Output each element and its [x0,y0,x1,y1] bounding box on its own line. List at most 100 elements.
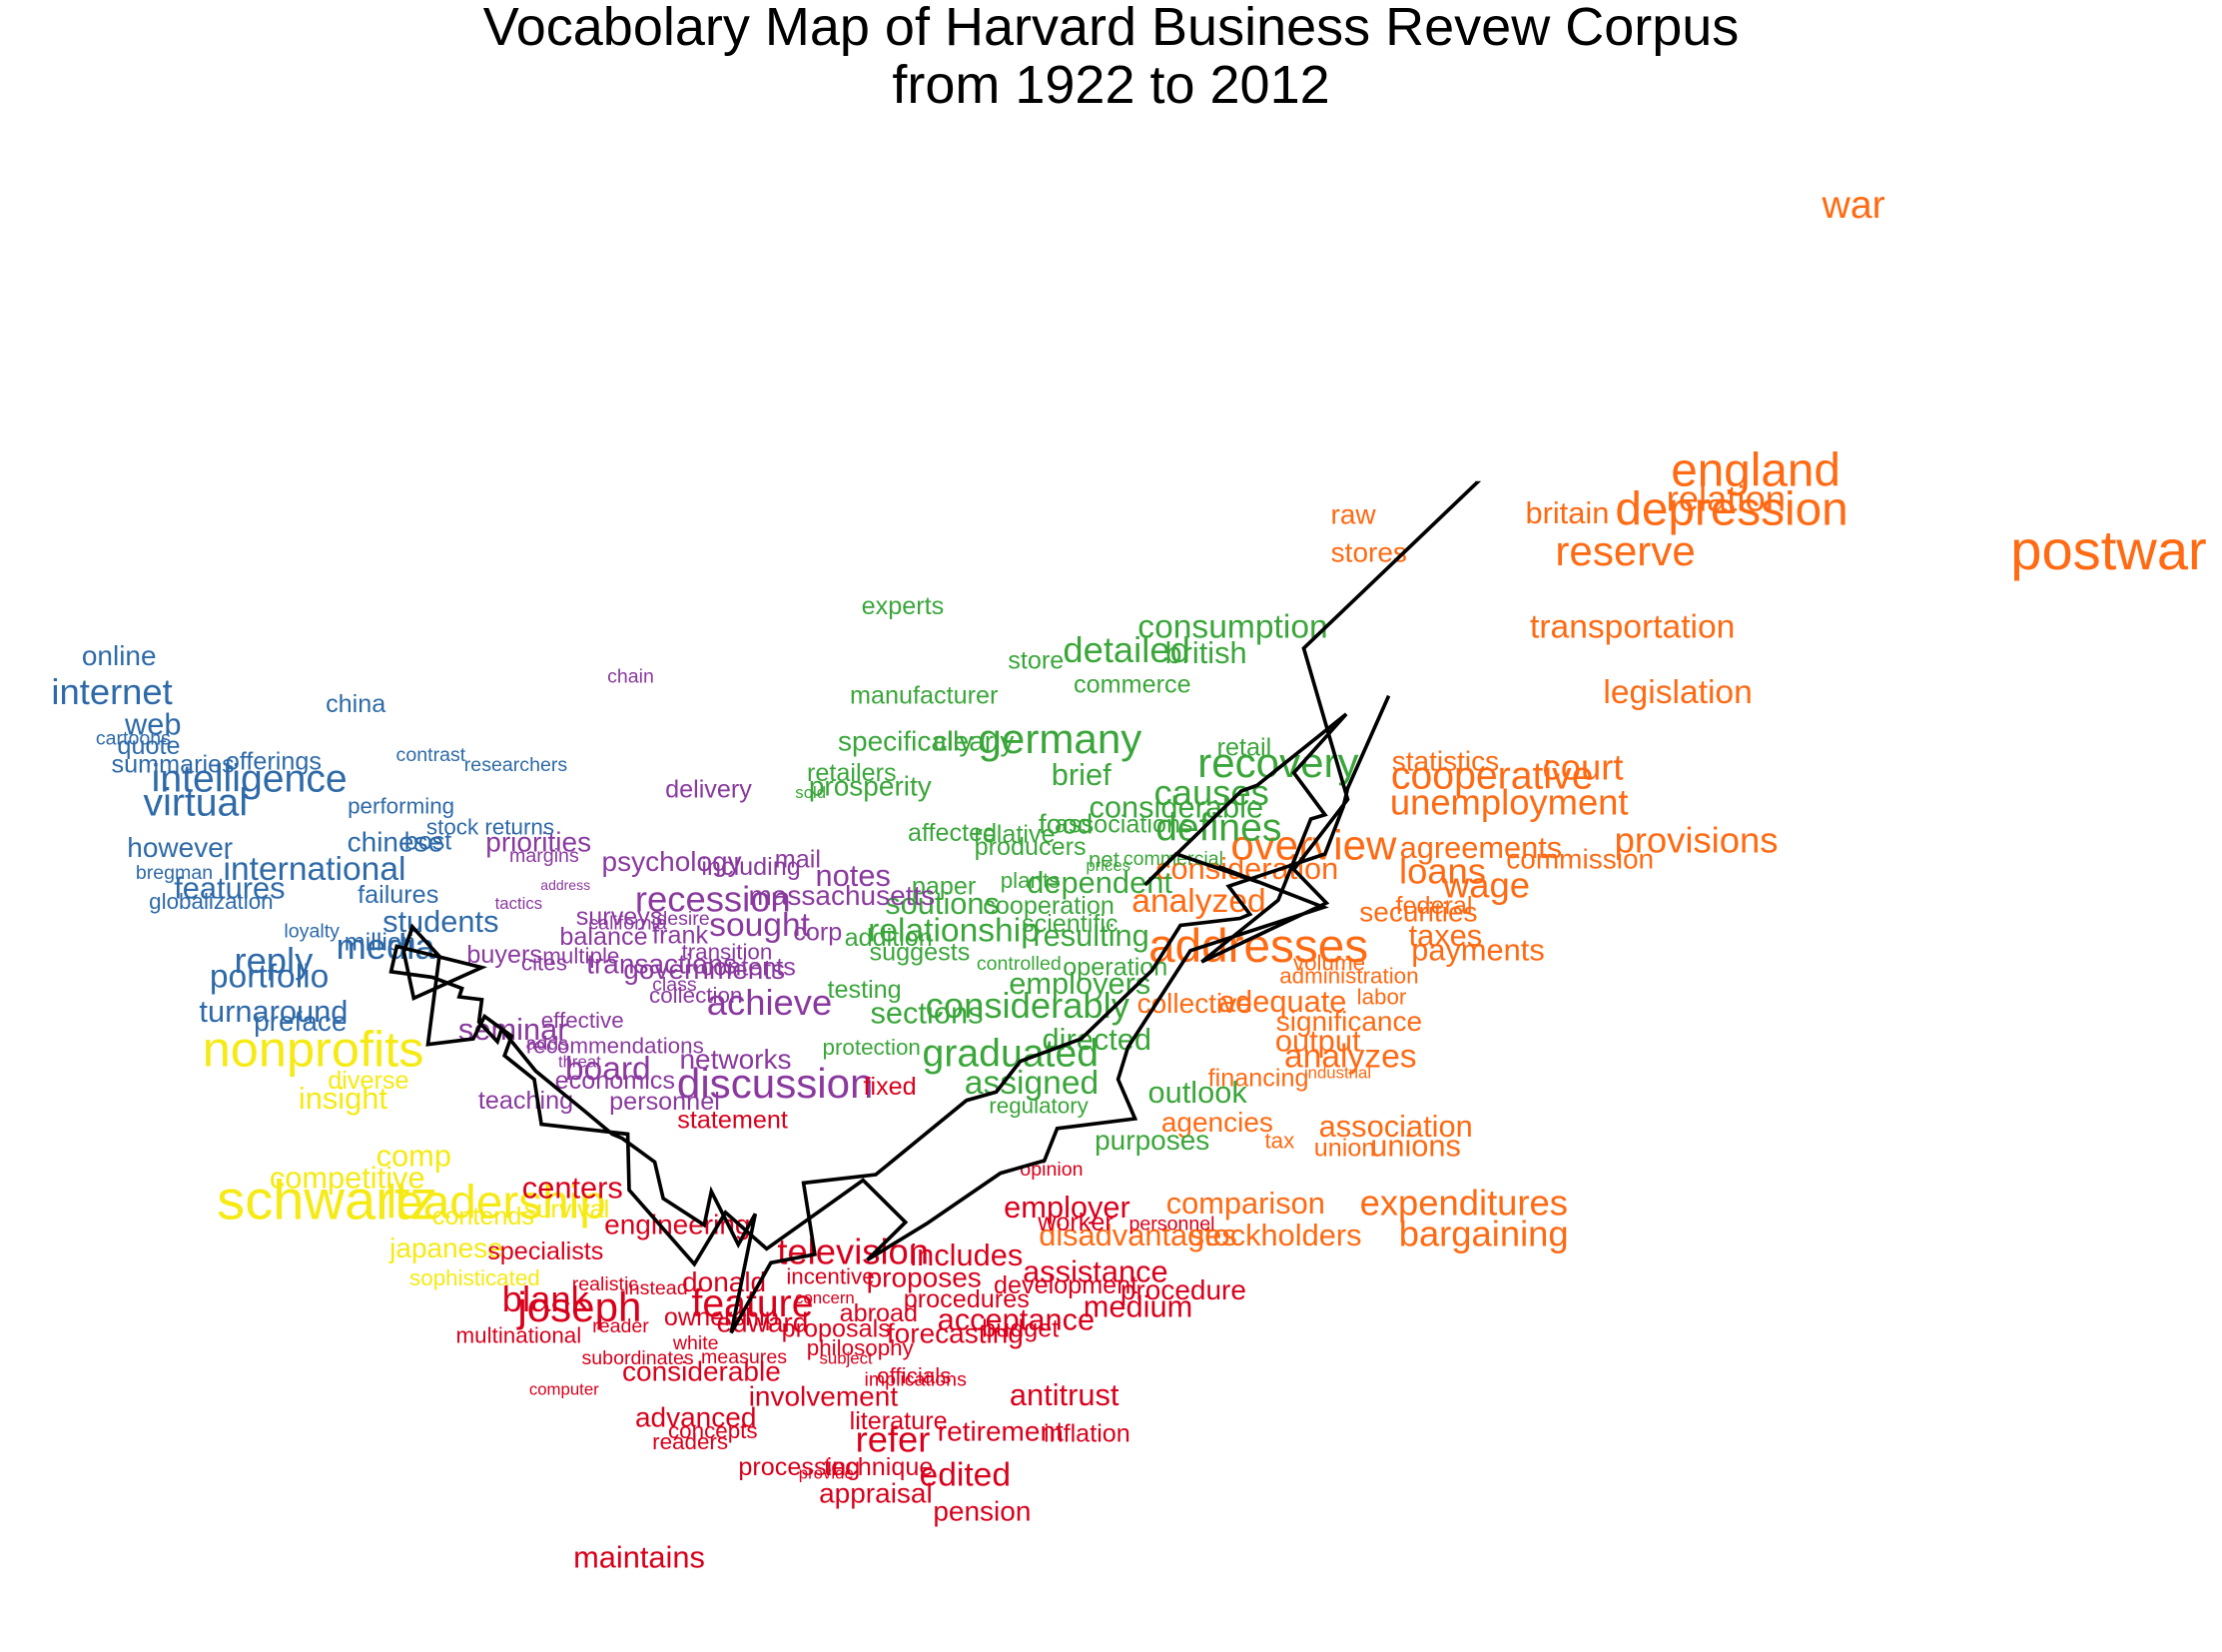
word-label: governments [623,954,785,985]
word-label: reply [234,940,314,981]
word-label: analyzes [1284,1039,1417,1076]
word-label: purposes [1095,1125,1209,1156]
word-label: instead [624,1277,687,1299]
word-label: subordinates [581,1347,693,1369]
word-label: securities [1359,897,1477,928]
word-label: plants [1001,868,1061,893]
word-label: reserve [1555,527,1695,574]
word-label: protection [823,1035,921,1060]
word-label: paper [912,872,976,900]
word-label: acceptance [938,1301,1096,1336]
word-label: prices [1086,856,1130,875]
word-label: including [701,853,800,881]
word-label: processing [738,1453,860,1481]
word-label: statement [677,1106,788,1134]
word-label: diverse [328,1067,408,1095]
word-label: address [540,877,590,893]
chart-title-line2: from 1922 to 2012 [892,55,1330,115]
word-label: adds [525,1033,568,1055]
word-label: sought [709,907,810,944]
word-label: threat [558,1052,601,1071]
word-label: subject [820,1348,874,1367]
word-label: california [588,912,667,934]
word-label: volume [1293,951,1365,976]
word-label: intelligence [152,757,348,800]
word-label: summaries [112,750,235,778]
word-label: legislation [1603,674,1752,711]
word-label: survival [524,1196,609,1224]
word-label: stores [1331,536,1407,567]
word-label: readers [652,1429,728,1454]
path-layer [388,480,1482,1334]
word-label: implications [865,1368,968,1390]
word-label: globalization [149,889,273,914]
word-label: international [224,851,406,888]
word-label: considerable [622,1355,781,1386]
word-label: agreements [1400,830,1563,865]
word-label: food [1039,808,1094,839]
word-label: germany [979,715,1142,762]
word-label: features [174,871,285,906]
word-label: reader [592,1315,649,1337]
word-label: british [1165,635,1247,670]
word-label: retail [1217,734,1272,762]
word-label: effective [541,1008,624,1033]
word-label: opinion [1020,1159,1083,1181]
word-label: mail [775,846,821,874]
word-label: taxes [1409,918,1483,953]
word-label: administration [1279,963,1418,988]
word-label: agencies [1161,1107,1273,1138]
word-label: outlook [1147,1075,1247,1110]
word-label: centers [522,1171,623,1206]
word-label: refer [856,1418,931,1459]
word-label: blank [502,1278,590,1319]
word-label: comparison [1166,1186,1325,1221]
word-label: recession [635,878,791,919]
word-label: class [652,974,697,996]
word-label: cooperative [1391,755,1594,798]
word-label: quote [117,732,180,760]
word-label: sold [795,783,826,802]
word-label: appraisal [819,1477,933,1508]
word-label: federal [1395,892,1472,920]
word-label: online [82,640,157,671]
word-label: japanese [388,1233,503,1263]
word-label: incentive [786,1264,874,1289]
word-label: analyzed [1131,883,1265,920]
word-label: retailers [807,759,897,787]
word-label: tactics [495,894,543,913]
word-label: leadership [386,1176,606,1229]
word-label: provisions [1615,819,1779,860]
word-label: specifically [838,726,973,757]
word-label: chinese [348,827,444,858]
word-label: students [382,904,498,939]
word-label: joseph [515,1283,641,1330]
word-label: unemployment [1390,782,1629,823]
word-label: bregman [136,862,213,884]
word-label: turnaround [199,994,348,1029]
word-label: however [127,832,233,863]
word-label: nonprofits [203,1020,424,1077]
word-label: schwartz [217,1168,437,1231]
word-label: contends [432,1203,534,1231]
word-label: cartoons [96,727,171,749]
word-label: edited [920,1457,1012,1494]
word-label: controlled [977,953,1062,975]
word-label: adequate [1218,984,1346,1019]
word-label: offerings [226,748,322,776]
word-label: literature [850,1407,948,1435]
word-label: corp [793,919,842,947]
word-label: discussion [677,1060,874,1107]
word-label: prosperity [809,771,932,802]
word-label: personnel [609,1088,720,1116]
word-label: personnel [1128,1214,1214,1236]
word-label: resulting [1033,918,1148,953]
word-label: white [672,1332,719,1354]
word-label: board [565,1051,651,1088]
word-label: procedure [1120,1274,1246,1305]
word-label: detailed [1063,629,1189,670]
word-label: loans [1399,850,1486,891]
word-label: economics [555,1067,675,1095]
